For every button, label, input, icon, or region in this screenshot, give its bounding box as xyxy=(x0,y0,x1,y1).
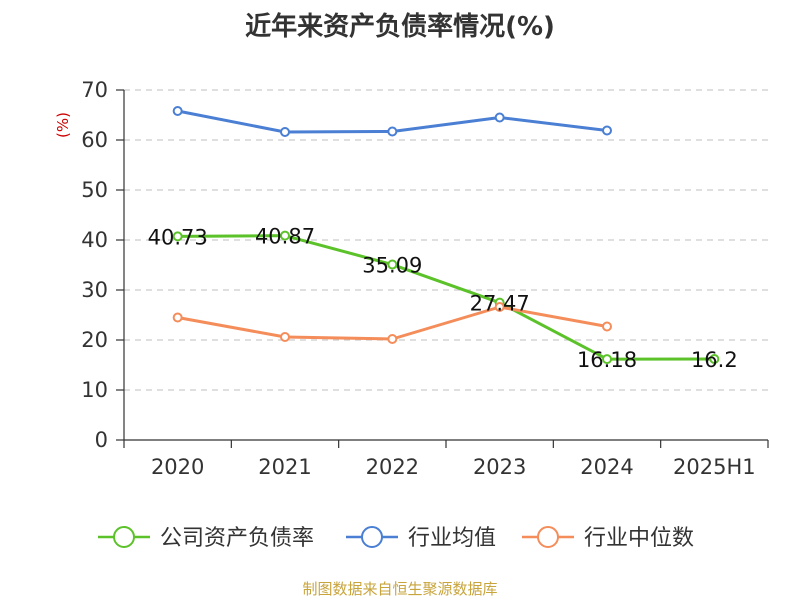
data-point xyxy=(280,332,290,342)
data-label: 40.87 xyxy=(255,225,315,249)
data-point xyxy=(280,127,290,137)
data-point xyxy=(602,354,612,365)
x-tick-label: 2022 xyxy=(366,455,419,479)
data-label: 16.2 xyxy=(691,348,738,372)
grid-lines xyxy=(124,89,768,391)
legend-marker xyxy=(537,526,559,548)
data-point xyxy=(387,126,398,137)
y-tick-label: 70 xyxy=(81,78,108,102)
data-point xyxy=(494,302,505,312)
data-labels: 40.73 40.87 35.09 27.47 16.18 16.2 xyxy=(148,225,738,372)
data-point xyxy=(172,106,183,116)
series-group xyxy=(172,106,720,365)
x-tick-label: 2020 xyxy=(151,455,204,479)
data-point xyxy=(709,354,720,364)
legend-marker xyxy=(361,526,383,548)
data-label: 40.73 xyxy=(148,225,208,249)
chart-title: 近年来资产负债率情况(%) xyxy=(245,12,555,42)
data-label: 16.18 xyxy=(577,348,637,372)
data-point xyxy=(602,125,612,136)
data-point xyxy=(387,334,398,344)
data-point xyxy=(602,321,612,332)
data-label: 27.47 xyxy=(470,292,530,316)
legend-label: 行业中位数 xyxy=(584,526,694,551)
y-tick-label: 60 xyxy=(81,128,108,152)
y-tick-label: 30 xyxy=(81,278,108,302)
y-tick-label: 0 xyxy=(95,428,108,452)
source-note: 制图数据来自恒生聚源数据库 xyxy=(302,580,498,598)
y-tick-label: 20 xyxy=(81,328,108,352)
legend-label: 行业均值 xyxy=(408,526,496,551)
x-tick-label: 2021 xyxy=(258,455,311,479)
data-point xyxy=(280,230,290,241)
legend: 公司资产负债率 行业均值 行业中位数 xyxy=(98,526,694,551)
legend-marker xyxy=(113,526,135,548)
legend-label: 公司资产负债率 xyxy=(160,526,314,551)
x-tick-label: 2025H1 xyxy=(673,455,756,479)
data-point xyxy=(172,312,183,323)
series-line xyxy=(177,234,715,361)
x-tick-label: 2023 xyxy=(473,455,526,479)
data-label: 35.09 xyxy=(362,254,422,278)
y-tick-label: 40 xyxy=(81,228,108,252)
y-axis-label: (%) xyxy=(54,112,72,138)
y-tick-label: 10 xyxy=(81,378,108,402)
data-point xyxy=(494,112,505,123)
data-point xyxy=(387,259,398,270)
data-point xyxy=(172,231,183,242)
x-tick-label: 2024 xyxy=(580,455,633,479)
y-tick-label: 50 xyxy=(81,178,108,202)
axes: 0 10 20 30 40 50 60 70 2020 2021 2022 2023 2024 2025H… xyxy=(81,78,769,479)
